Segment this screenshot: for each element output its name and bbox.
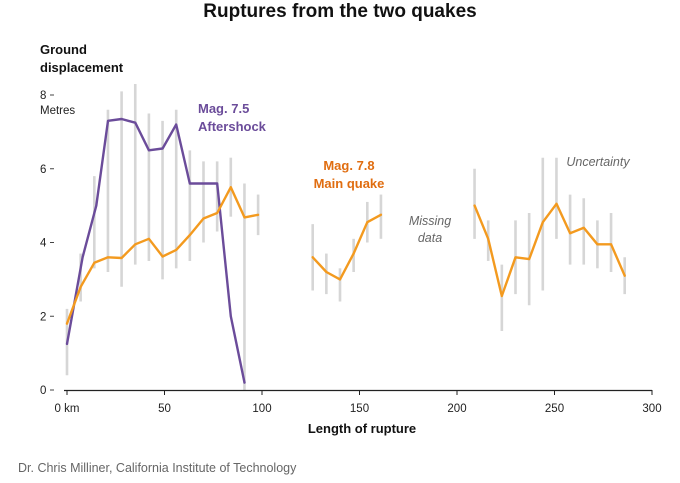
y-axis-label-line-2: displacement — [40, 60, 124, 75]
aftershock-series-line — [65, 117, 246, 384]
x-tick-label: 200 — [447, 403, 466, 415]
series-lines — [65, 117, 626, 384]
y-tick-label: 8 — [40, 90, 46, 102]
main-quake-series-line — [65, 185, 260, 325]
annotation-missing-line-1: Missing — [409, 214, 451, 228]
y-axis-ticks: 0 2 4 6 8 — [40, 90, 54, 397]
main-quake-series-line — [311, 213, 383, 281]
source-credit: Dr. Chris Milliner, California Institute… — [18, 461, 297, 475]
y-tick-label: 2 — [40, 311, 46, 323]
annotation-aftershock-line-2: Aftershock — [198, 119, 267, 134]
x-axis-label: Length of rupture — [308, 421, 416, 436]
annotation-main-line-1: Mag. 7.8 — [323, 158, 374, 173]
annotation-missing-line-2: data — [418, 231, 442, 245]
annotation-aftershock-line-1: Mag. 7.5 — [198, 101, 249, 116]
x-tick-label: 0 km — [55, 403, 80, 415]
x-tick-label: 150 — [350, 403, 369, 415]
main-quake-series-line — [473, 202, 626, 298]
x-tick-label: 250 — [545, 403, 564, 415]
annotation-main-line-2: Main quake — [314, 176, 385, 191]
annotation-uncertainty: Uncertainty — [566, 155, 630, 169]
x-tick-label: 100 — [252, 403, 271, 415]
x-tick-label: 50 — [158, 403, 171, 415]
y-tick-label: 4 — [40, 238, 47, 250]
y-tick-label: 0 — [40, 385, 46, 397]
y-axis-unit: Metres — [40, 105, 75, 117]
x-tick-label: 300 — [642, 403, 661, 415]
chart-title: Ruptures from the two quakes — [203, 1, 476, 22]
uncertainty-bars — [65, 83, 627, 390]
y-axis-label-line-1: Ground — [40, 42, 87, 57]
x-axis-ticks: 0 km 50 100 150 200 250 300 — [55, 390, 662, 415]
y-tick-label: 6 — [40, 164, 46, 176]
